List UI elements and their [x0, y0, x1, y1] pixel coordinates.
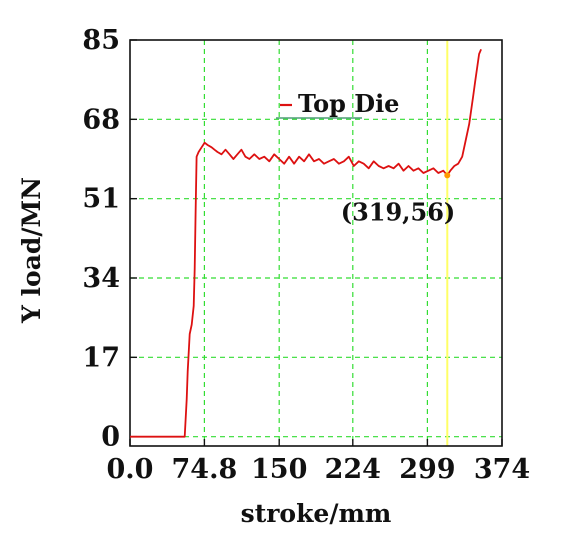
y-tick-label: 34 [82, 263, 120, 294]
x-tick-label: 150 [251, 454, 307, 485]
series-line-top-die [130, 48, 482, 438]
x-tick-label: 224 [325, 454, 381, 485]
y-tick-label: 85 [82, 25, 120, 56]
x-tick-label: 299 [399, 454, 455, 485]
y-axis: 0 17 34 51 68 85 [82, 25, 137, 453]
x-axis: 0.0 74.8 150 224 299 374 [107, 439, 530, 485]
grid-lines [130, 40, 502, 446]
x-tick-label: 74.8 [172, 454, 238, 485]
legend-label: Top Die [298, 89, 399, 118]
x-tick-label: 0.0 [107, 454, 154, 485]
y-tick-label: 68 [82, 104, 120, 135]
annotation-label: (319,56) [341, 197, 456, 226]
plot-frame [129, 39, 503, 447]
y-tick-label: 0 [101, 422, 120, 453]
series-layer [130, 48, 482, 438]
x-tick-label: 374 [474, 454, 530, 485]
x-axis-title: stroke/mm [241, 499, 392, 528]
y-tick-label: 17 [82, 342, 120, 373]
y-axis-title: Y load/MN [17, 177, 46, 324]
annotations: (319,56) [341, 172, 456, 226]
legend: Top Die [276, 89, 399, 119]
y-tick-label: 51 [82, 184, 120, 215]
annotation-marker [444, 172, 451, 179]
